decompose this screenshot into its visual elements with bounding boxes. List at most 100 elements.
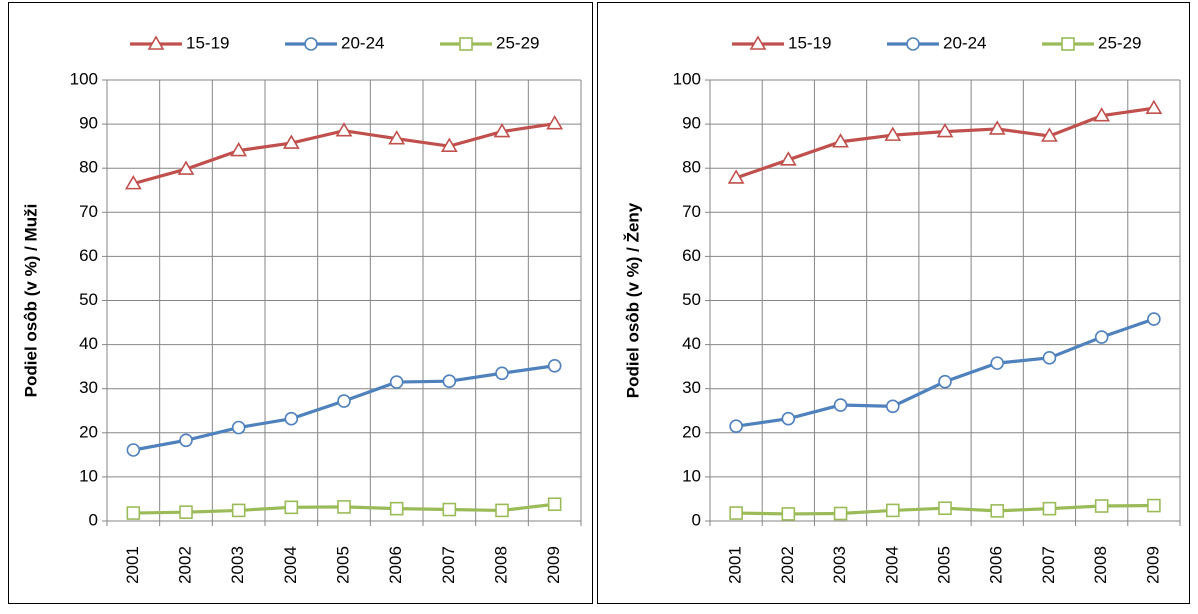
data-point (337, 394, 351, 408)
data-point (1041, 127, 1058, 142)
data-point (547, 358, 562, 373)
data-point (440, 137, 458, 152)
y-tick-label: 10 (682, 466, 701, 485)
data-point (495, 366, 509, 381)
data-point (442, 502, 457, 517)
data-point (547, 497, 562, 512)
panel-frame (8, 2, 593, 604)
y-tick-label: 80 (682, 158, 701, 177)
legend-marker (459, 37, 473, 51)
y-tick-label: 60 (682, 246, 701, 265)
data-point (988, 120, 1006, 135)
data-point (126, 443, 141, 457)
data-point (231, 420, 246, 435)
data-point (337, 500, 351, 514)
data-point (389, 375, 404, 389)
data-point (493, 123, 511, 138)
series-line (735, 317, 1155, 428)
x-tick-label: 2009 (1143, 546, 1162, 584)
data-point (885, 399, 900, 414)
y-tick-label: 100 (70, 69, 98, 88)
data-point (729, 419, 743, 433)
data-point (284, 500, 299, 515)
legend-marker (1061, 37, 1075, 51)
series-line (133, 364, 555, 452)
legend-label: 25-29 (496, 33, 539, 52)
x-tick-label: 2008 (491, 546, 510, 584)
y-axis-title: Podiel osôb (v %) / Ženy (623, 202, 642, 398)
legend-marker (147, 35, 165, 50)
data-point (1147, 498, 1161, 513)
y-tick-label: 90 (682, 114, 701, 133)
data-point (833, 398, 848, 412)
x-tick-label: 2001 (726, 546, 745, 584)
x-tick-label: 2007 (439, 546, 458, 584)
data-point (781, 411, 796, 426)
data-point (833, 506, 848, 521)
panel-frame (597, 2, 1190, 604)
y-tick-label: 30 (79, 378, 98, 397)
data-point (442, 374, 457, 389)
y-tick-label: 50 (682, 290, 701, 309)
x-tick-label: 2006 (386, 546, 405, 584)
legend-label: 20-24 (943, 33, 986, 52)
y-tick-label: 80 (79, 158, 98, 177)
x-tick-label: 2001 (123, 546, 142, 584)
y-tick-label: 70 (682, 202, 701, 221)
x-tick-label: 2007 (1039, 546, 1058, 584)
data-point (781, 507, 796, 521)
data-point (124, 175, 142, 190)
data-point (990, 356, 1005, 370)
data-point (231, 503, 246, 518)
legend-marker (906, 37, 920, 51)
series-line (735, 106, 1155, 180)
data-point (1094, 499, 1109, 513)
data-point (938, 501, 952, 516)
data-point (884, 126, 902, 141)
x-tick-label: 2002 (778, 546, 797, 584)
data-point (388, 130, 406, 145)
legend-label: 25-29 (1098, 33, 1141, 52)
data-point (389, 501, 404, 516)
data-point (495, 503, 509, 518)
y-tick-label: 20 (79, 422, 98, 441)
x-tick-label: 2008 (1091, 546, 1110, 584)
legend-label: 15-19 (186, 33, 229, 52)
data-point (1145, 99, 1163, 115)
y-tick-label: 0 (692, 510, 701, 529)
legend-label: 15-19 (788, 33, 831, 52)
data-point (938, 374, 952, 389)
x-tick-label: 2005 (333, 546, 352, 584)
x-tick-label: 2003 (830, 546, 849, 584)
x-tick-label: 2004 (281, 546, 300, 584)
y-tick-label: 10 (79, 466, 98, 485)
data-point (335, 122, 353, 137)
data-point (1147, 312, 1161, 326)
x-tick-label: 2006 (987, 546, 1006, 584)
data-point (282, 134, 300, 149)
data-point (779, 151, 797, 166)
y-tick-label: 20 (682, 422, 701, 441)
y-tick-label: 100 (673, 69, 701, 88)
y-tick-label: 40 (79, 334, 98, 353)
data-point (729, 506, 743, 520)
data-point (936, 123, 954, 138)
y-tick-label: 90 (79, 114, 98, 133)
data-point (179, 433, 193, 448)
legend-marker (749, 35, 767, 50)
data-point (885, 503, 900, 518)
y-tick-label: 70 (79, 202, 98, 221)
x-tick-label: 2003 (228, 546, 247, 584)
data-point (284, 411, 299, 426)
data-point (177, 160, 195, 175)
y-tick-label: 60 (79, 246, 98, 265)
y-tick-label: 30 (682, 378, 701, 397)
data-point (230, 141, 248, 157)
data-point (179, 505, 193, 519)
data-point (727, 169, 745, 184)
y-tick-label: 40 (682, 334, 701, 353)
x-tick-label: 2002 (175, 546, 194, 584)
data-point (1094, 330, 1109, 344)
legend-label: 20-24 (341, 33, 384, 52)
